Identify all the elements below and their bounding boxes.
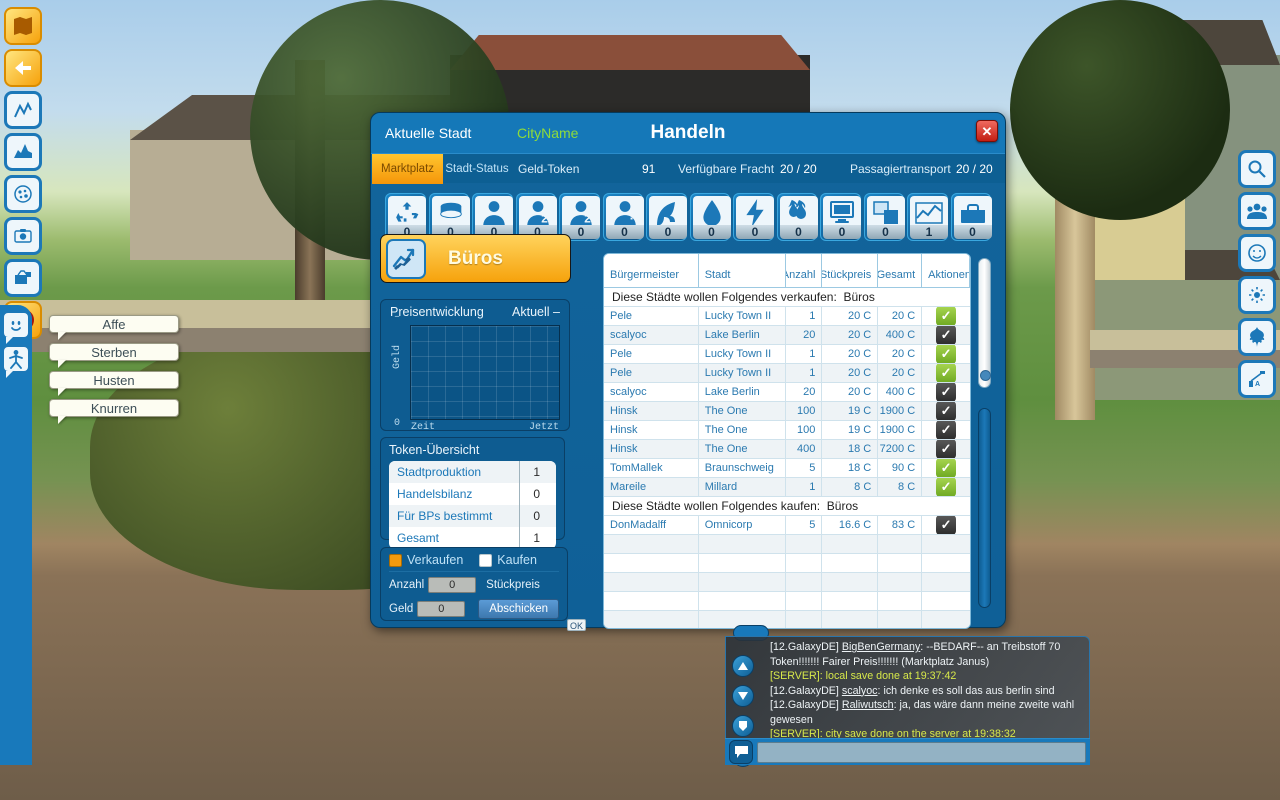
svg-text:2: 2	[584, 212, 591, 226]
svg-text:!: !	[629, 206, 634, 222]
svg-text:2: 2	[541, 212, 548, 226]
svg-text:A: A	[1255, 381, 1260, 388]
